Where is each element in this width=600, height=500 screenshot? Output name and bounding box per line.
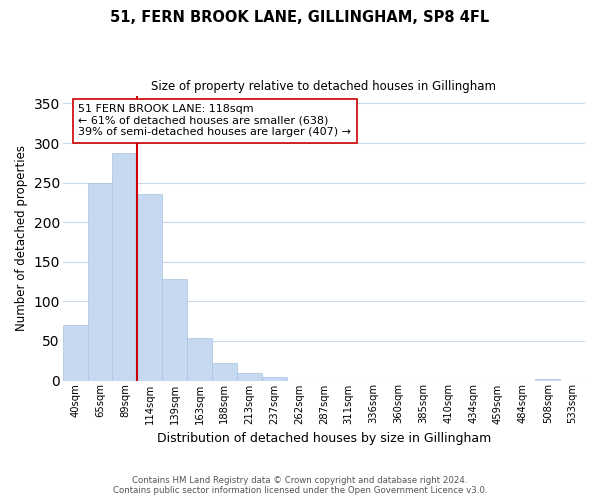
Y-axis label: Number of detached properties: Number of detached properties (15, 145, 28, 331)
Text: 51 FERN BROOK LANE: 118sqm
← 61% of detached houses are smaller (638)
39% of sem: 51 FERN BROOK LANE: 118sqm ← 61% of deta… (79, 104, 352, 138)
Bar (237, 372, 262, 380)
Bar (262, 378, 287, 380)
Bar (535, 379, 560, 380)
Title: Size of property relative to detached houses in Gillingham: Size of property relative to detached ho… (151, 80, 496, 93)
Bar (212, 363, 237, 380)
X-axis label: Distribution of detached houses by size in Gillingham: Distribution of detached houses by size … (157, 432, 491, 445)
Text: 51, FERN BROOK LANE, GILLINGHAM, SP8 4FL: 51, FERN BROOK LANE, GILLINGHAM, SP8 4FL (110, 10, 490, 25)
Bar (88, 182, 112, 380)
Bar (162, 279, 187, 380)
Bar (63, 325, 88, 380)
Bar (137, 194, 162, 380)
Bar (187, 338, 212, 380)
Text: Contains HM Land Registry data © Crown copyright and database right 2024.
Contai: Contains HM Land Registry data © Crown c… (113, 476, 487, 495)
Bar (112, 154, 137, 380)
